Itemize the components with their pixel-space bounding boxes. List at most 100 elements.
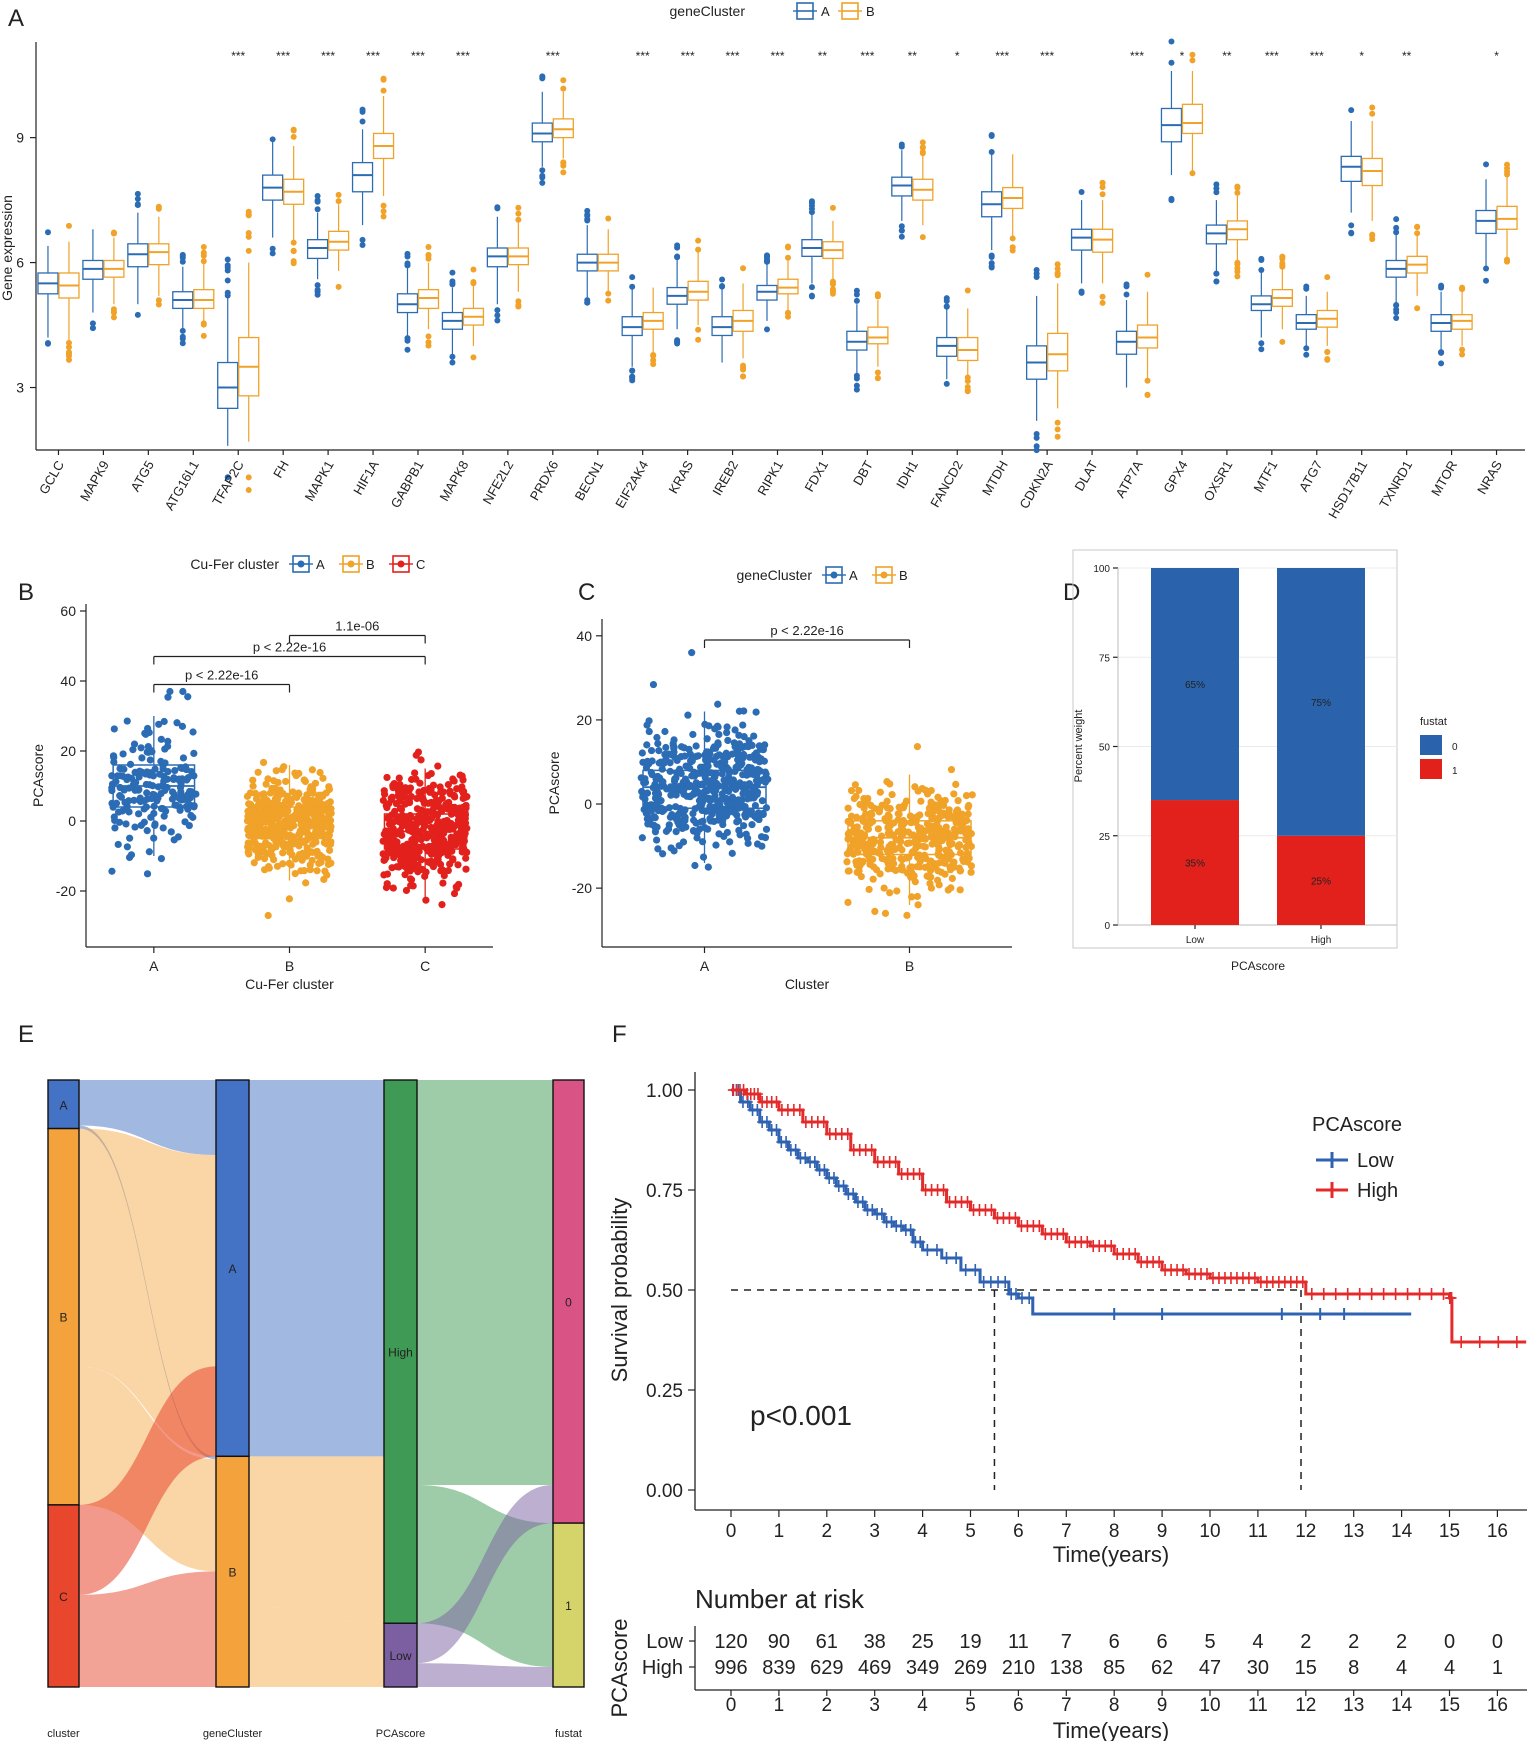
panel-e-stratum-cluster-c	[47, 1504, 80, 1688]
panel-f-censor-low	[1275, 1308, 1288, 1320]
panel-b-point	[187, 811, 195, 820]
panel-c-point	[913, 892, 921, 901]
panel-a-outlier	[988, 133, 995, 140]
panel-a-outlier	[1099, 299, 1106, 306]
panel-b-point	[138, 754, 146, 762]
panel-b-point	[137, 744, 145, 752]
panel-b-point	[396, 826, 404, 835]
panel-b-point	[402, 886, 411, 895]
panel-a-outlier	[359, 118, 366, 125]
panel-f-risk-value: 62	[1151, 1657, 1173, 1679]
panel-a-gene-label: TXNRD1	[1376, 458, 1415, 511]
panel-c-point	[876, 870, 884, 878]
panel-a-gene-label: CDKN2A	[1016, 458, 1056, 511]
panel-d-bar-high-1	[1277, 835, 1365, 925]
panel-b-point	[393, 814, 402, 822]
panel-c-point	[881, 909, 890, 917]
panel-a-box-b	[1451, 313, 1473, 330]
panel-b-point	[143, 789, 151, 797]
panel-b-point	[189, 728, 197, 736]
panel-a-outlier	[179, 327, 186, 334]
panel-a-outlier	[1033, 431, 1040, 438]
panel-c-point	[757, 833, 766, 841]
panel-f-ylabel: Survival probability	[607, 1198, 632, 1383]
panel-a-outlier	[740, 366, 747, 373]
panel-b-point	[383, 773, 391, 782]
panel-label-a: A	[8, 5, 24, 32]
panel-b-point	[299, 849, 307, 857]
panel-a-outlier	[1213, 270, 1220, 277]
panel-a-outlier	[853, 375, 860, 382]
panel-a-gene-label: NRAS	[1474, 458, 1505, 497]
panel-c-point	[650, 813, 658, 821]
panel-a-significance: **	[1222, 49, 1232, 63]
panel-a-outlier	[1099, 191, 1106, 198]
panel-a-box-b	[1091, 228, 1114, 253]
panel-a-outlier	[1459, 346, 1466, 353]
panel-c-point	[735, 707, 744, 715]
panel-b-point	[443, 816, 451, 825]
panel-a-ytick-label: 9	[16, 130, 24, 146]
panel-b-point	[313, 867, 321, 875]
panel-b-xtick-label: B	[285, 958, 294, 974]
panel-a-outlier	[1234, 273, 1241, 280]
panel-c-point	[649, 680, 658, 689]
panel-f-censor-low	[915, 1236, 926, 1248]
panel-f-censor-low	[771, 1124, 782, 1136]
panel-b-point	[273, 862, 282, 870]
panel-b-point	[298, 856, 306, 864]
panel-a-outlier	[1054, 270, 1061, 277]
panel-a-outlier	[629, 283, 636, 290]
panel-a-gene-label: GABPB1	[388, 458, 427, 511]
panel-f-censor-low	[819, 1164, 830, 1176]
panel-c-point	[750, 794, 758, 802]
panel-a-box-b	[327, 230, 350, 251]
panel-a-outlier	[1189, 57, 1196, 64]
panel-b-point	[243, 792, 252, 800]
panel-a-outlier	[539, 167, 546, 174]
panel-a-outlier	[988, 260, 995, 267]
panel-f-risk-value: 19	[959, 1631, 981, 1653]
panel-b-point	[245, 843, 254, 851]
panel-b-point	[411, 769, 419, 777]
panel-c-point	[886, 889, 894, 897]
panel-f-censor-low	[1011, 1288, 1022, 1300]
panel-a-outlier	[515, 204, 522, 211]
panel-f-risk-value: 996	[714, 1657, 747, 1679]
panel-c-point	[925, 804, 934, 812]
panel-a-outlier	[1414, 305, 1421, 312]
panel-a-outlier	[449, 278, 456, 285]
panel-a-outlier	[404, 253, 411, 260]
panel-a-outlier	[560, 77, 567, 84]
panel-b-point	[450, 792, 458, 800]
panel-b-point	[300, 838, 308, 847]
panel-f-xtick-label: 4	[917, 1521, 928, 1542]
panel-a-outlier	[1369, 231, 1376, 238]
panel-b-point	[176, 806, 184, 814]
panel-a-box-b	[1181, 103, 1204, 135]
panel-c-point	[955, 841, 964, 849]
panel-c-point	[667, 844, 675, 852]
panel-a-outlier	[719, 282, 726, 289]
panel-b-point	[408, 836, 416, 844]
panel-e-stratum-label: A	[228, 1262, 236, 1276]
panel-a-box-a	[396, 293, 419, 314]
panel-b-point	[131, 823, 139, 831]
panel-b-point	[151, 821, 159, 830]
panel-e-flow-low-0	[417, 1485, 553, 1664]
panel-b-point	[258, 810, 267, 818]
panel-f-censor-high	[1414, 1288, 1425, 1300]
panel-a-gene-label: HSD17B11	[1325, 458, 1370, 521]
panel-a-outlier	[988, 148, 995, 155]
panel-c-point	[662, 743, 670, 752]
panel-a-outlier	[1414, 230, 1421, 237]
panel-d-legend-title: fustat	[1420, 716, 1447, 728]
panel-b-point	[143, 768, 151, 776]
panel-a-outlier	[224, 474, 231, 481]
panel-b-point	[316, 768, 324, 777]
panel-b-point	[274, 795, 282, 803]
panel-d-xtick-label: Low	[1186, 935, 1205, 946]
panel-label-e: E	[18, 1021, 34, 1048]
panel-c-point	[886, 804, 894, 813]
panel-a-significance: ***	[770, 49, 784, 63]
